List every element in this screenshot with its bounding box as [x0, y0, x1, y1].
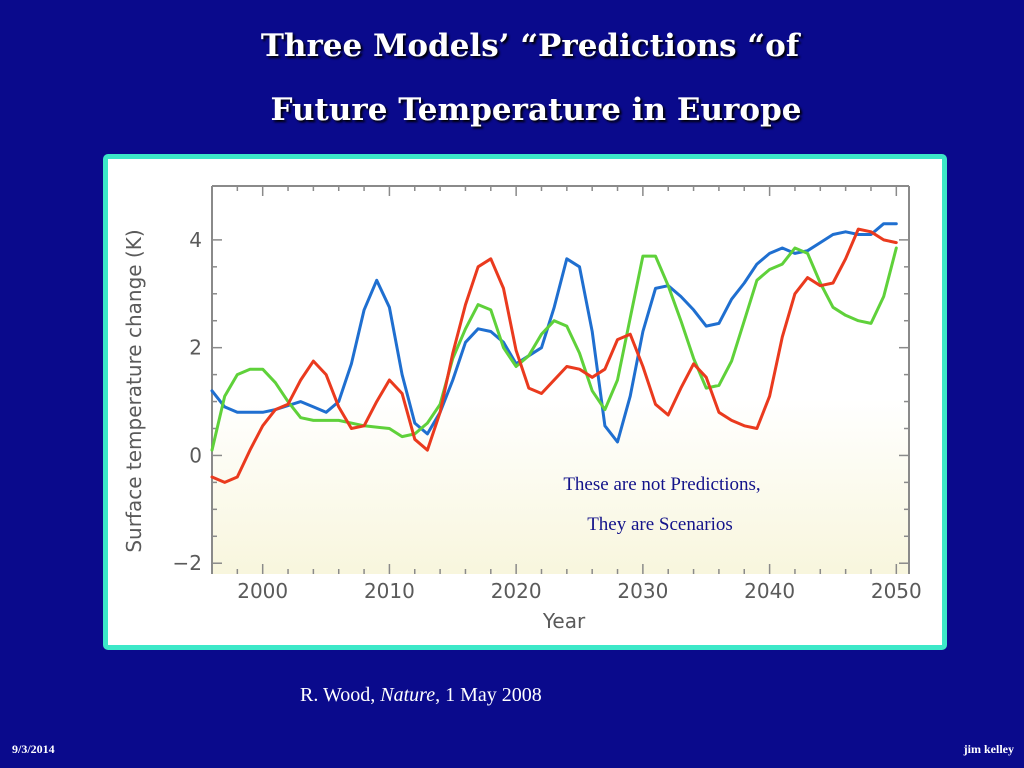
- x-tick-label: 2020: [491, 579, 542, 603]
- y-axis-title: Surface temperature change (K): [122, 229, 146, 552]
- series-line-2: [210, 246, 898, 452]
- x-tick-label: 2000: [237, 579, 288, 603]
- footer-date: 9/3/2014: [12, 742, 55, 756]
- slide-title-line-2: Future Temperature in Europe: [270, 92, 802, 128]
- citation-author: R. Wood,: [300, 684, 381, 706]
- y-tick-label: 0: [189, 443, 202, 467]
- footer-author: jim kelley: [963, 742, 1014, 756]
- series-line-1: [210, 222, 898, 444]
- annotation-line-2: They are Scenarios: [587, 514, 733, 535]
- citation-journal: Nature: [380, 684, 436, 706]
- x-axis-title: Year: [542, 609, 586, 633]
- x-tick-label: 2030: [617, 579, 668, 603]
- citation-date: , 1 May 2008: [435, 684, 542, 706]
- y-tick-label: 2: [189, 336, 202, 360]
- y-tick-label: 4: [189, 228, 202, 252]
- annotation-line-1: These are not Predictions,: [563, 474, 761, 495]
- x-tick-label: 2050: [871, 579, 922, 603]
- x-tick-label: 2010: [364, 579, 415, 603]
- x-tick-label: 2040: [744, 579, 795, 603]
- series-line-3: [210, 227, 898, 484]
- slide-title-line-1: Three Models’ “Predictions “of: [260, 28, 800, 64]
- citation: R. Wood, Nature, 1 May 2008: [300, 684, 542, 707]
- y-tick-label: −2: [173, 551, 202, 575]
